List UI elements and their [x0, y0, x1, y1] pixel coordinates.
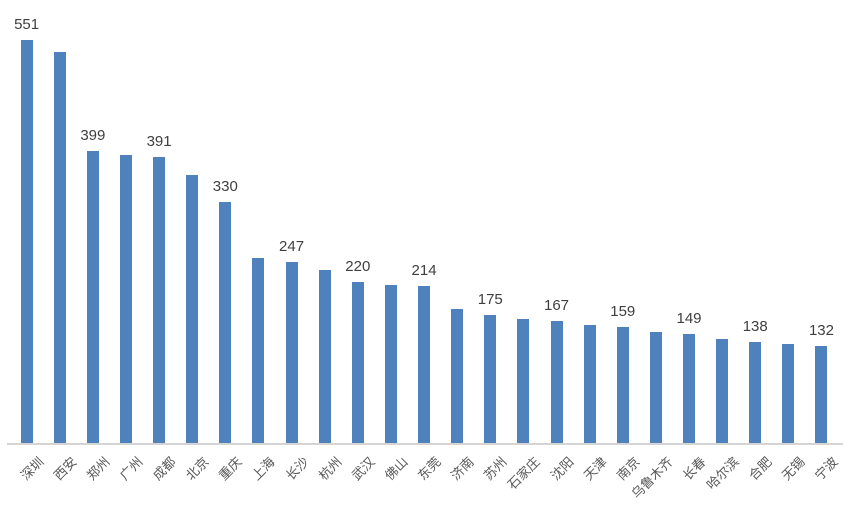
x-axis-category-label: 长沙 [282, 454, 312, 484]
bar-value-label: 214 [411, 262, 437, 279]
x-axis-category-label: 成都 [149, 454, 179, 484]
bar-合肥 [749, 342, 762, 443]
bar-长春 [683, 334, 695, 443]
bar-苏州 [484, 315, 497, 443]
x-axis-category-label: 宁波 [812, 454, 842, 484]
x-axis-category-label: 天津 [580, 454, 610, 484]
bar-value-label: 551 [14, 16, 40, 33]
bar-上海 [252, 258, 265, 443]
x-axis-category-label: 合肥 [745, 454, 775, 484]
bar-value-label: 159 [610, 303, 636, 320]
x-axis-category-label: 哈尔滨 [703, 454, 742, 493]
bar-value-label: 330 [212, 178, 238, 195]
bar-value-label: 391 [146, 133, 172, 150]
bar-无锡 [782, 344, 795, 443]
bar-value-label: 138 [742, 318, 768, 335]
bar-重庆 [219, 202, 232, 443]
x-axis-category-label: 深圳 [17, 454, 47, 484]
bar-西安 [53, 52, 66, 443]
bar-北京 [186, 175, 199, 443]
bar-哈尔滨 [716, 339, 729, 443]
bar-长沙 [285, 262, 298, 443]
bar-value-label: 399 [80, 127, 106, 144]
bar-沈阳 [550, 321, 563, 443]
x-axis-category-label: 济南 [447, 454, 477, 484]
x-axis-category-label: 石家庄 [504, 454, 544, 493]
bar-乌鲁木齐 [649, 332, 662, 443]
bar-石家庄 [517, 319, 530, 443]
x-axis-category-label: 东莞 [414, 454, 444, 484]
bar-郑州 [86, 151, 99, 443]
x-axis-category-label: 杭州 [315, 454, 345, 484]
bar-济南 [451, 309, 464, 443]
bar-value-label: 247 [279, 238, 305, 255]
bar-东莞 [418, 286, 431, 443]
x-axis-category-label: 西安 [50, 454, 80, 484]
bar-深圳 [20, 40, 33, 443]
bar-value-label: 132 [808, 322, 834, 339]
x-axis-category-label: 郑州 [83, 454, 113, 484]
x-axis-line [7, 443, 843, 445]
bar-佛山 [384, 285, 397, 443]
bar-南京 [616, 327, 629, 443]
bar-天津 [583, 325, 596, 443]
x-axis-category-label: 广州 [116, 454, 146, 484]
bar-value-label: 175 [477, 291, 503, 308]
bar-宁波 [815, 346, 828, 443]
bar-value-label: 167 [544, 297, 570, 314]
bar-杭州 [318, 270, 331, 443]
x-axis-category-label: 重庆 [216, 454, 246, 484]
bar-成都 [153, 157, 166, 443]
x-axis-category-label: 佛山 [381, 454, 411, 484]
x-axis-category-label: 武汉 [348, 454, 378, 484]
x-axis-category-label: 无锡 [779, 454, 809, 484]
x-axis-category-label: 沈阳 [547, 454, 577, 484]
bar-广州 [119, 155, 132, 443]
x-axis-category-label: 上海 [249, 454, 279, 484]
bar-武汉 [351, 282, 364, 443]
x-axis-category-label: 北京 [182, 454, 212, 484]
bar-value-label: 220 [345, 258, 371, 275]
bar-value-label: 149 [676, 310, 702, 327]
